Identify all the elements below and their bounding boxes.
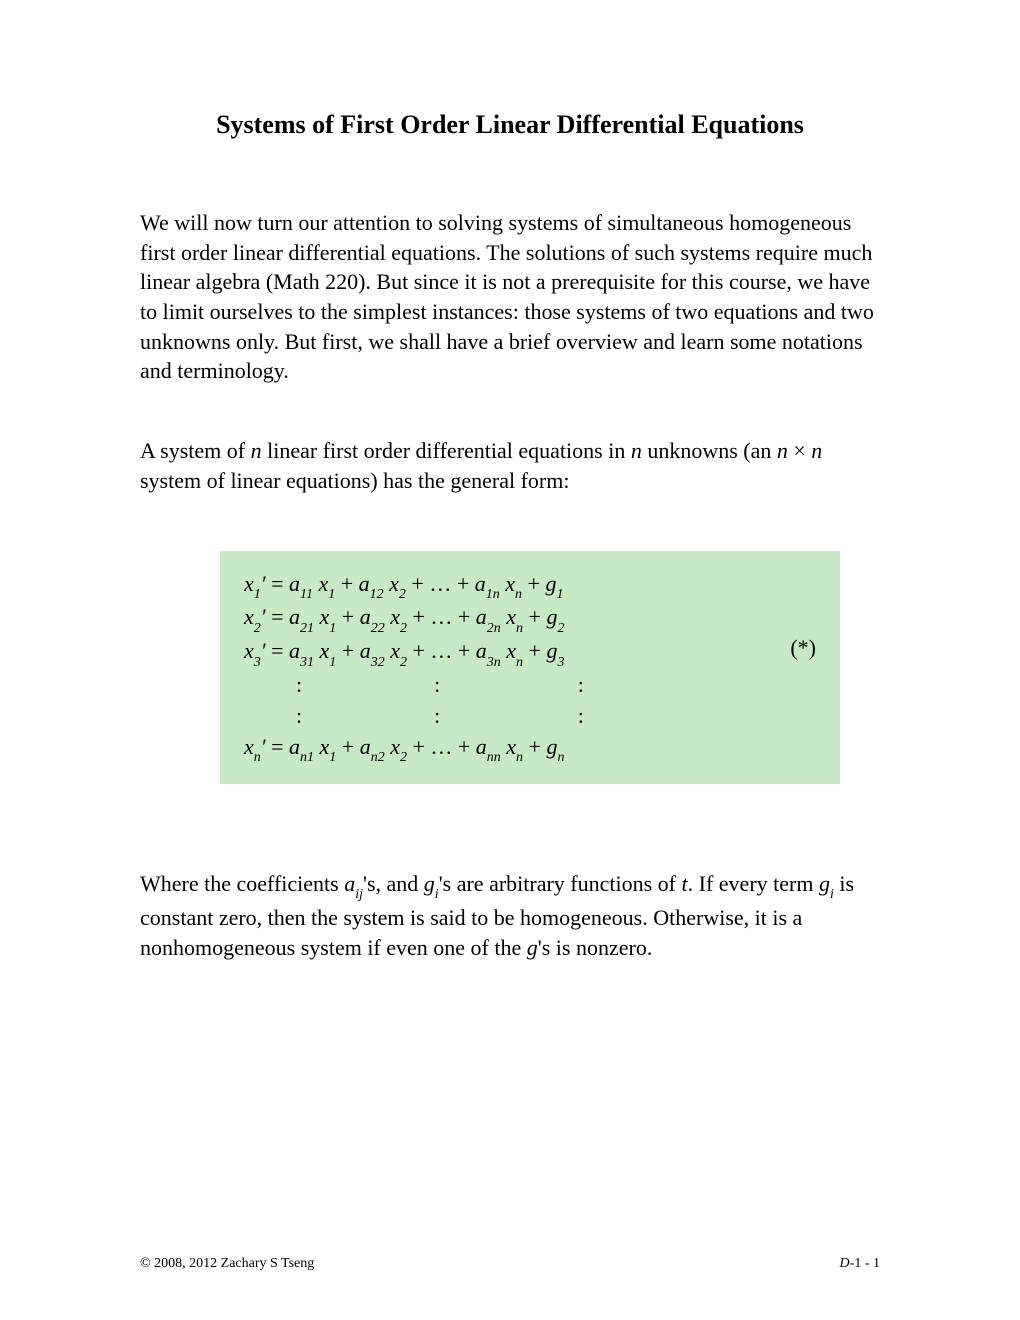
equation-dots-row: : : :	[244, 701, 816, 732]
equation-dots-row: : : :	[244, 670, 816, 701]
equation-system-box: x1′ = a11 x1 + a12 x2 + … + a1n xn + g1 …	[220, 551, 840, 785]
copyright-text: © 2008, 2012 Zachary S Tseng	[140, 1256, 314, 1272]
equation-line-3: x3′ = a31 x1 + a32 x2 + … + a3n xn + g3	[244, 636, 816, 670]
text-fragment: ×	[788, 438, 811, 463]
variable-n: n	[251, 438, 262, 463]
equation-line-1: x1′ = a11 x1 + a12 x2 + … + a1n xn + g1	[244, 569, 816, 603]
variable-n: n	[777, 438, 788, 463]
text-fragment: 's is nonzero.	[538, 935, 653, 960]
subscript-i: i	[830, 887, 834, 902]
document-title: Systems of First Order Linear Differenti…	[140, 110, 880, 140]
text-fragment: system of linear equations) has the gene…	[140, 468, 569, 493]
text-fragment: A system of	[140, 438, 251, 463]
section-letter: D	[840, 1256, 850, 1271]
text-fragment: 's are arbitrary functions of	[439, 871, 682, 896]
text-fragment: linear first order differential equation…	[262, 438, 631, 463]
system-definition-paragraph: A system of n linear first order differe…	[140, 436, 880, 495]
text-fragment: 's, and	[363, 871, 424, 896]
variable-g: g	[819, 871, 830, 896]
equation-reference-mark: (*)	[790, 633, 816, 664]
text-fragment: . If every term	[688, 871, 819, 896]
variable-n: n	[631, 438, 642, 463]
subscript-i: i	[435, 887, 439, 902]
equation-line-2: x2′ = a21 x1 + a22 x2 + … + a2n xn + g2	[244, 602, 816, 636]
page-number: D-1 - 1	[840, 1256, 880, 1272]
equation-line-n: xn′ = an1 x1 + an2 x2 + … + ann xn + gn	[244, 732, 816, 766]
variable-g: g	[527, 935, 538, 960]
variable-n: n	[811, 438, 822, 463]
variable-g: g	[424, 871, 435, 896]
page-footer: © 2008, 2012 Zachary S Tseng D-1 - 1	[140, 1256, 880, 1272]
text-fragment: Where the coefficients	[140, 871, 344, 896]
coefficients-paragraph: Where the coefficients aij's, and gi's a…	[140, 869, 880, 963]
text-fragment: unknowns (an	[642, 438, 777, 463]
subscript-ij: ij	[355, 887, 363, 902]
variable-a: a	[344, 871, 355, 896]
intro-paragraph: We will now turn our attention to solvin…	[140, 208, 880, 386]
page-number-text: -1 - 1	[850, 1256, 880, 1271]
